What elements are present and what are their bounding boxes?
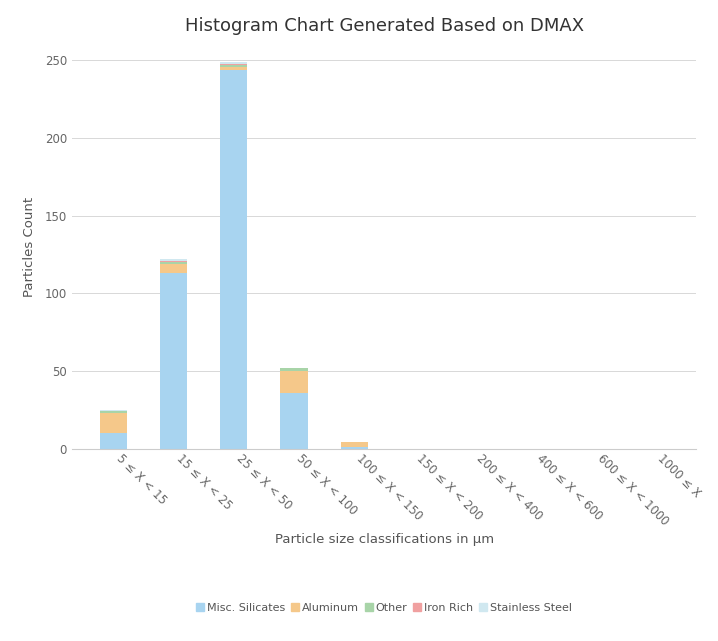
Bar: [101, 412, 127, 413]
Bar: [160, 262, 187, 264]
Bar: [220, 67, 248, 70]
Bar: [101, 410, 127, 412]
Bar: [220, 62, 248, 63]
Bar: [160, 273, 187, 449]
Bar: [160, 264, 187, 273]
Bar: [281, 368, 307, 371]
Bar: [220, 63, 248, 65]
Bar: [220, 70, 248, 449]
Y-axis label: Particles Count: Particles Count: [24, 197, 37, 297]
Bar: [101, 413, 127, 433]
Bar: [281, 371, 307, 393]
Legend: Misc. Silicates, Aluminum, Other, Iron Rich, Stainless Steel: Misc. Silicates, Aluminum, Other, Iron R…: [196, 603, 572, 613]
Bar: [281, 393, 307, 449]
Bar: [340, 447, 368, 449]
Bar: [101, 433, 127, 449]
Title: Histogram Chart Generated Based on DMAX: Histogram Chart Generated Based on DMAX: [185, 17, 584, 35]
X-axis label: Particle size classifications in μm: Particle size classifications in μm: [274, 533, 494, 546]
Bar: [160, 259, 187, 261]
Bar: [160, 261, 187, 262]
Bar: [340, 442, 368, 447]
Bar: [220, 65, 248, 67]
